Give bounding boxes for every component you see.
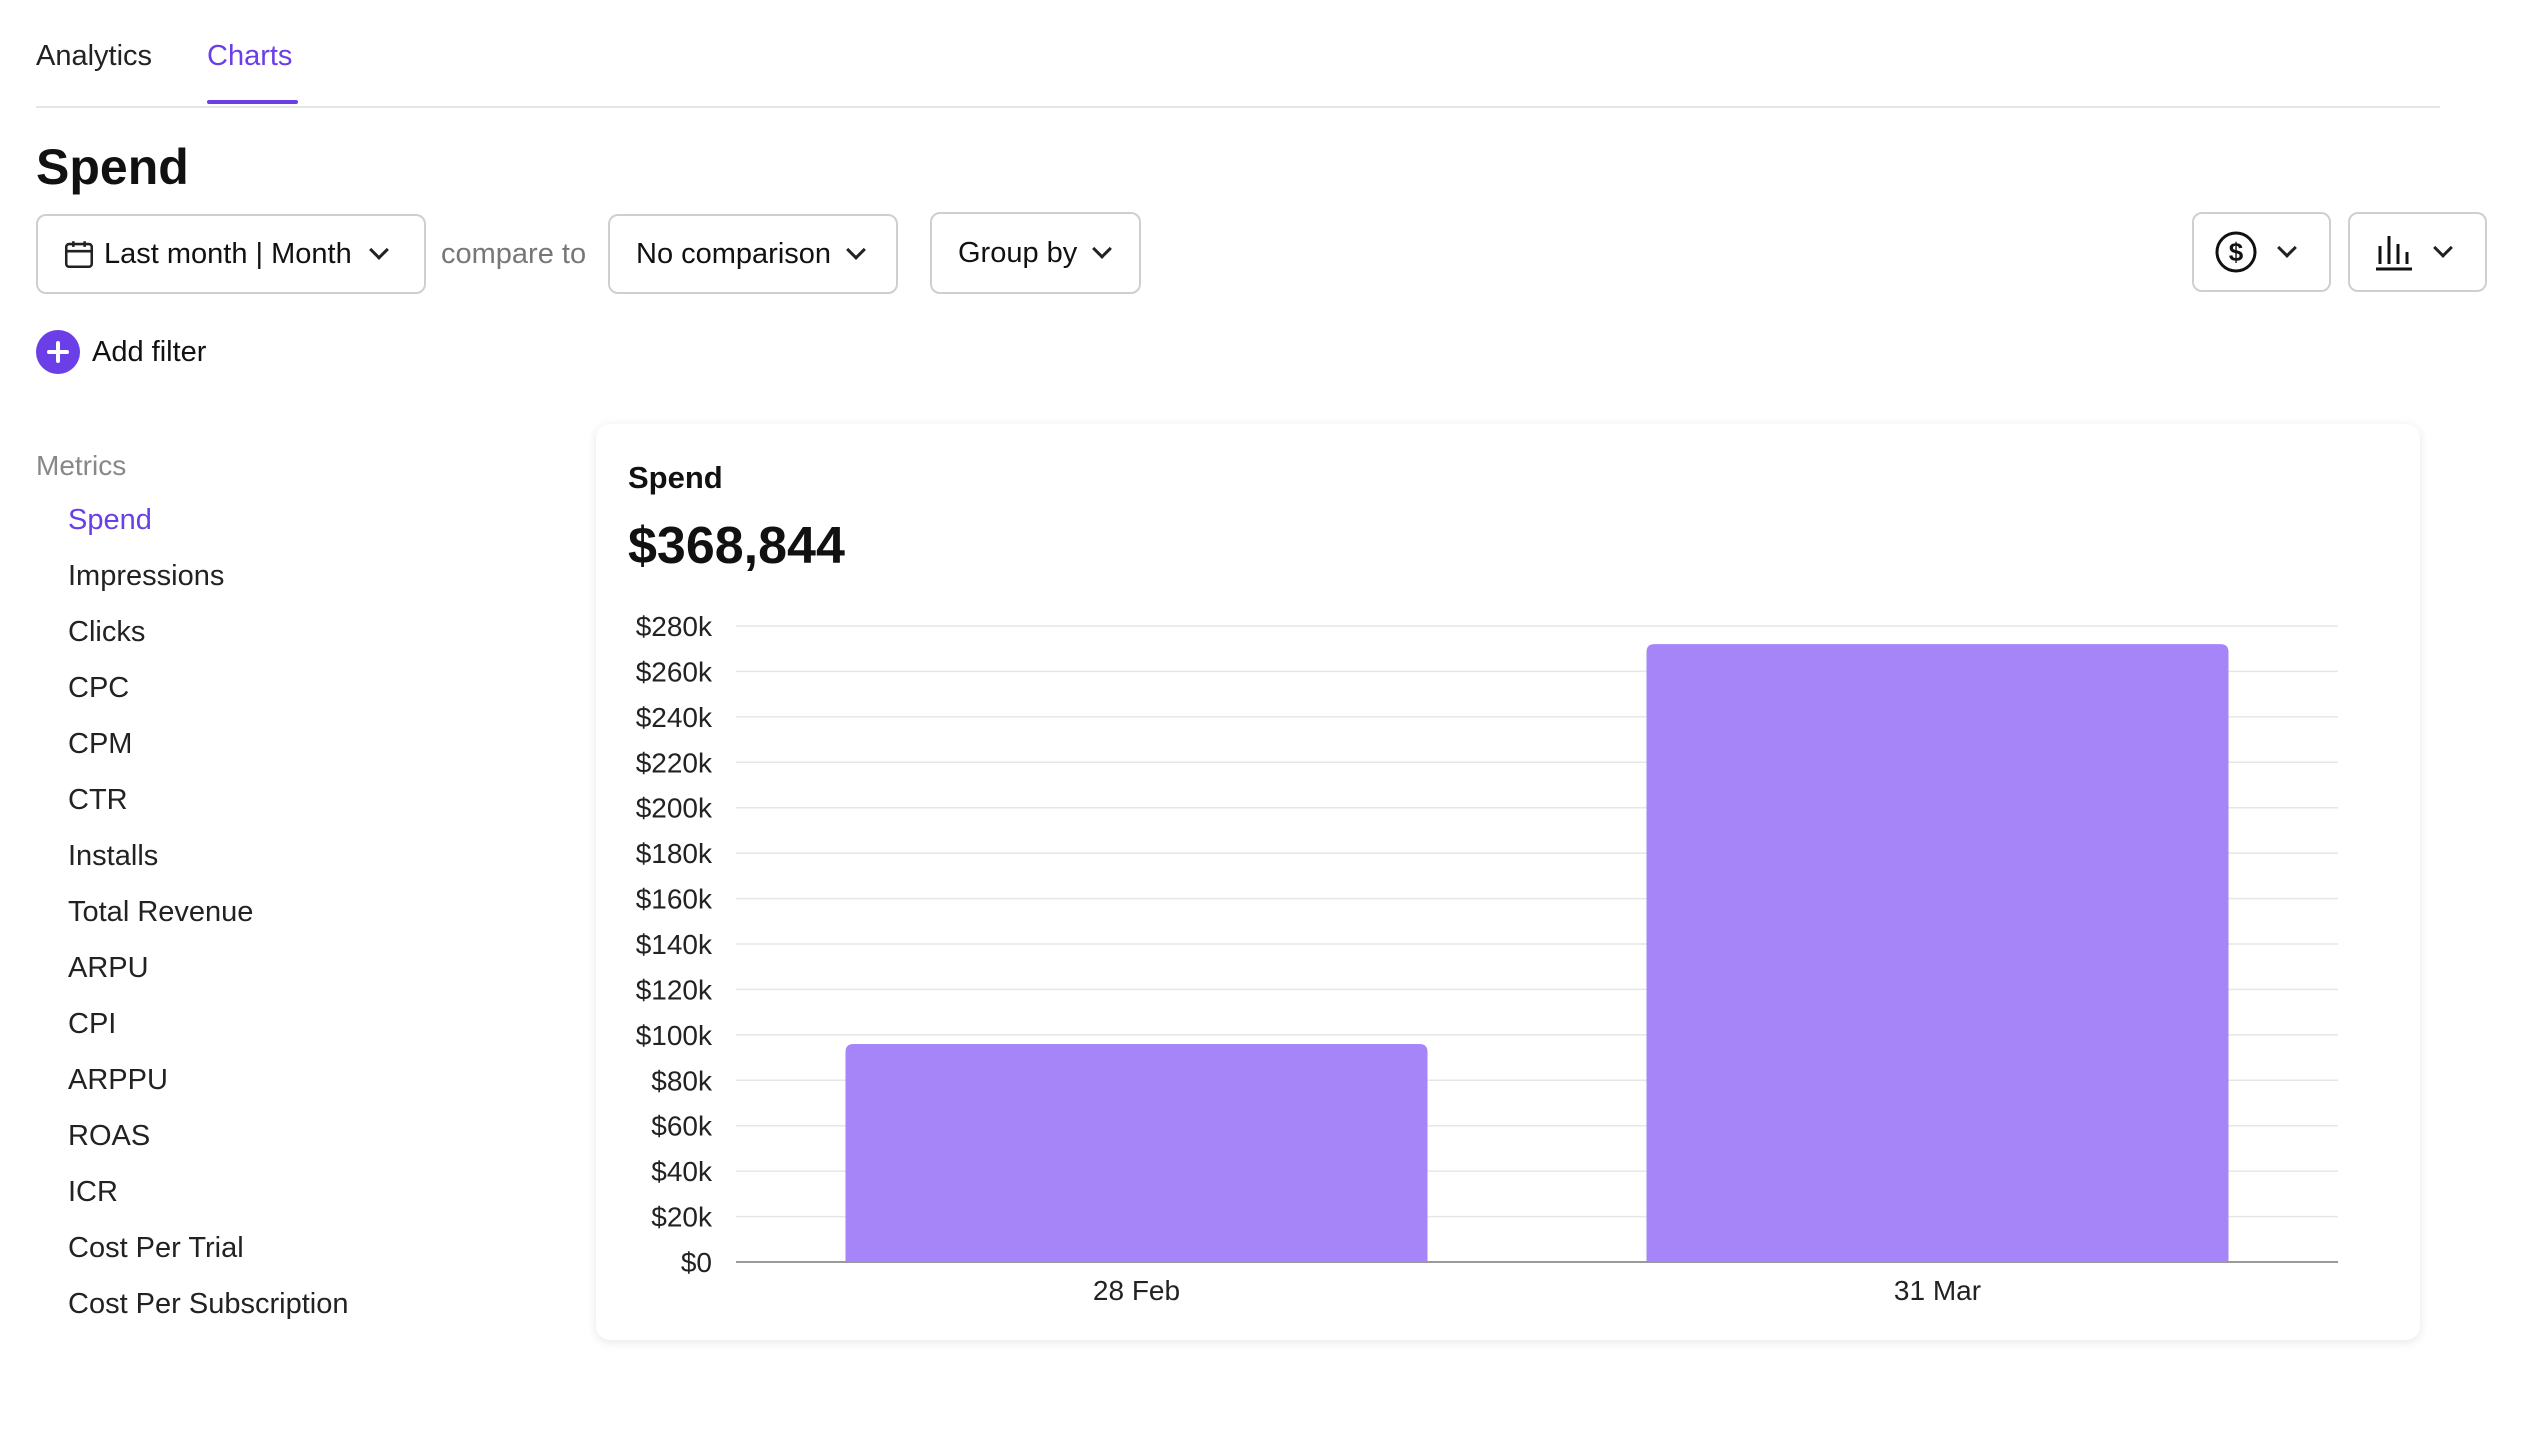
date-range-label: Last month | Month — [104, 237, 352, 270]
y-tick-label: $140k — [636, 929, 713, 960]
group-by-label: Group by — [958, 236, 1078, 269]
add-filter-button[interactable]: Add filter — [36, 330, 206, 374]
chart-card-total: $368,844 — [628, 517, 845, 575]
metric-item-clicks[interactable]: Clicks — [68, 616, 146, 648]
y-tick-label: $180k — [636, 838, 713, 869]
add-filter-label: Add filter — [92, 335, 207, 368]
dollar-circle-icon: $ — [2214, 230, 2258, 274]
metric-item-icr[interactable]: ICR — [68, 1176, 118, 1208]
svg-text:$: $ — [2229, 237, 2244, 267]
chevron-down-icon — [368, 240, 389, 260]
y-tick-label: $200k — [636, 793, 713, 824]
compare-to-label: compare to — [441, 238, 587, 270]
metric-item-impressions[interactable]: Impressions — [68, 560, 225, 592]
chart-card: Spend $368,844 $0 $20k $40k $60k $80k $100k $1… — [596, 424, 2420, 1340]
metric-item-total-revenue[interactable]: Total Revenue — [68, 896, 254, 928]
y-tick-label: $220k — [636, 747, 713, 778]
chevron-down-icon — [846, 240, 866, 260]
page-title: Spend — [36, 139, 189, 195]
chart-type-dropdown[interactable] — [2348, 212, 2487, 292]
date-range-dropdown[interactable]: Last month | Month — [36, 214, 426, 294]
y-tick-label: $240k — [636, 702, 713, 733]
bar-chart-icon — [2374, 232, 2414, 272]
bar-31-mar[interactable] — [1646, 644, 2229, 1262]
bar-28-feb[interactable] — [845, 1043, 1428, 1262]
y-tick-label: $0 — [681, 1247, 712, 1278]
metrics-heading: Metrics — [36, 450, 127, 481]
y-tick-label: $100k — [636, 1020, 713, 1051]
metric-item-roas[interactable]: ROAS — [68, 1120, 151, 1152]
metrics-list: Spend Impressions Clicks CPC CPM CTR Installs T… — [68, 500, 348, 1340]
y-tick-label: $80k — [651, 1065, 713, 1096]
y-tick-label: $60k — [651, 1111, 713, 1142]
metric-item-ctr[interactable]: CTR — [68, 784, 128, 816]
plus-circle-icon — [36, 330, 80, 374]
spend-bar-chart: $0 $20k $40k $60k $80k $100k $120k $140k $160k $1… — [636, 611, 2338, 1306]
metric-item-cost-per-trial[interactable]: Cost Per Trial — [68, 1232, 244, 1264]
metric-item-cpc[interactable]: CPC — [68, 672, 130, 704]
y-tick-label: $280k — [636, 611, 713, 642]
y-tick-label: $160k — [636, 884, 713, 915]
y-tick-label: $40k — [651, 1156, 713, 1187]
chart-card-title: Spend — [628, 460, 723, 495]
metric-item-cpi[interactable]: CPI — [68, 1008, 117, 1040]
metric-item-arpu[interactable]: ARPU — [68, 952, 149, 984]
chevron-down-icon — [1092, 239, 1113, 259]
metric-item-installs[interactable]: Installs — [68, 840, 159, 872]
metric-item-spend[interactable]: Spend — [68, 504, 152, 536]
x-tick-label: 28 Feb — [1093, 1275, 1180, 1306]
metric-item-cpm[interactable]: CPM — [68, 728, 133, 760]
comparison-label: No comparison — [636, 237, 832, 270]
y-tick-label: $120k — [636, 974, 713, 1005]
tab-bar: Analytics Charts — [36, 0, 2440, 108]
chevron-down-icon — [2277, 238, 2297, 258]
chevron-down-icon — [2433, 238, 2453, 258]
y-tick-label: $260k — [636, 656, 713, 687]
y-tick-label: $20k — [651, 1202, 713, 1233]
currency-dropdown[interactable]: $ — [2192, 212, 2331, 292]
tab-charts[interactable]: Charts — [207, 40, 293, 72]
active-tab-indicator — [207, 100, 298, 104]
calendar-icon — [62, 237, 96, 271]
metric-item-arppu[interactable]: ARPPU — [68, 1064, 168, 1096]
tab-analytics[interactable]: Analytics — [36, 40, 153, 72]
metric-item-cost-per-subscription[interactable]: Cost Per Subscription — [68, 1288, 349, 1320]
x-tick-label: 31 Mar — [1894, 1275, 1981, 1306]
comparison-dropdown[interactable]: No comparison — [608, 214, 898, 294]
group-by-dropdown[interactable]: Group by — [930, 212, 1141, 294]
